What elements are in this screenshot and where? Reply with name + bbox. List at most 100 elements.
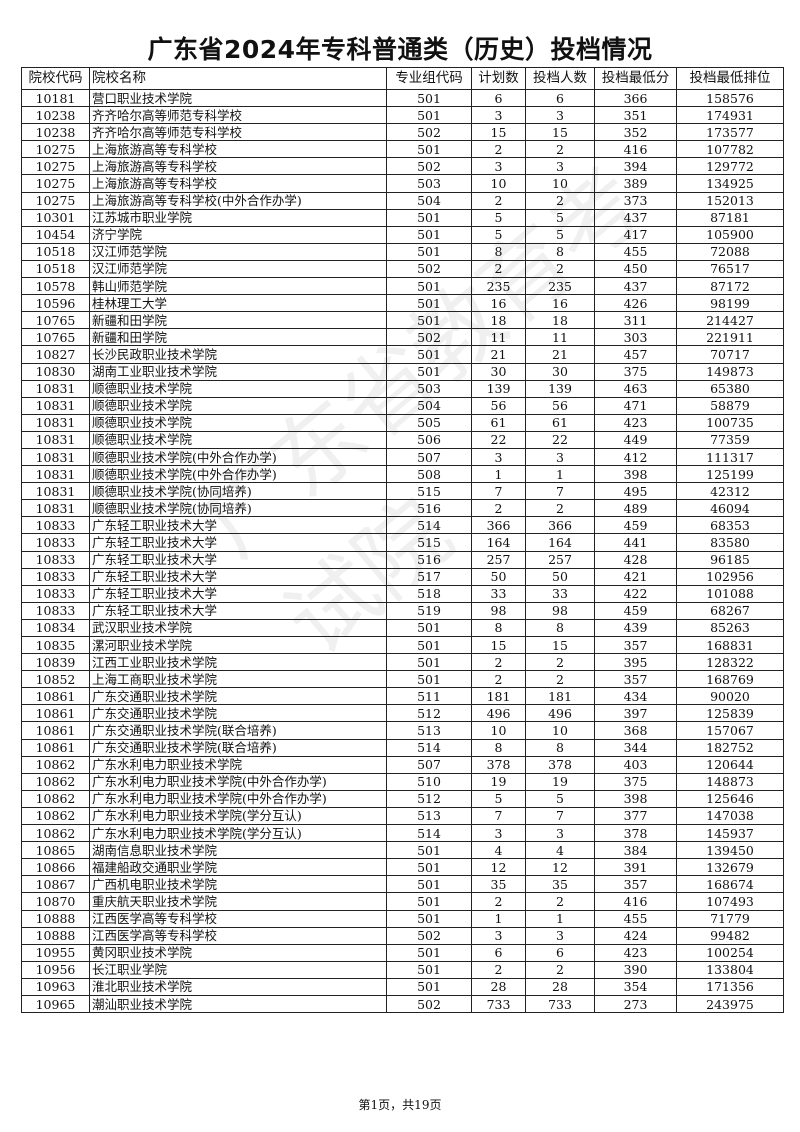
cell-plan-count: 30 <box>471 362 526 381</box>
cell-min-score: 422 <box>594 584 677 603</box>
cell-min-score: 437 <box>594 277 677 296</box>
cell-plan-count: 2 <box>471 892 526 911</box>
cell-plan-count: 15 <box>471 123 526 142</box>
cell-school-name: 汉江师范学院 <box>89 242 387 261</box>
table-row: 10454 济宁学院 501 5 5 417 105900 <box>21 225 784 244</box>
cell-school-name: 齐齐哈尔高等师范专科学校 <box>89 106 387 125</box>
cell-school-code: 10831 <box>21 413 90 432</box>
cell-group-code: 507 <box>386 447 472 467</box>
table-row: 10862 广东水利电力职业技术学院(中外合作办学) 512 5 5 398 125646 <box>21 789 784 808</box>
table-row: 10963 淮北职业技术学院 501 28 28 354 171356 <box>21 977 784 996</box>
table-row: 10833 广东轻工职业技术大学 514 366 366 459 68353 <box>21 516 784 535</box>
cell-school-name: 湖南工业职业技术学院 <box>89 362 387 381</box>
cell-school-name: 广东轻工职业技术大学 <box>89 516 387 535</box>
cell-school-name: 广东交通职业技术学院(联合培养) <box>89 721 387 740</box>
table-row: 10301 江苏城市职业学院 501 5 5 437 87181 <box>21 208 784 227</box>
table-row: 10830 湖南工业职业技术学院 501 30 30 375 149873 <box>21 362 784 381</box>
cell-school-code: 10839 <box>21 653 90 672</box>
cell-min-score: 384 <box>594 841 677 860</box>
cell-min-score: 357 <box>594 635 677 655</box>
cell-plan-count: 235 <box>471 277 526 296</box>
cell-school-name: 顺德职业技术学院(中外合作办学) <box>89 465 387 484</box>
cell-plan-count: 2 <box>471 670 526 689</box>
cell-school-code: 10862 <box>21 789 90 808</box>
cell-min-score: 450 <box>594 259 677 279</box>
cell-school-code: 10865 <box>21 841 90 860</box>
cell-school-name: 顺德职业技术学院 <box>89 396 387 415</box>
cell-group-code: 519 <box>386 601 472 620</box>
table-row: 10765 新疆和田学院 501 18 18 311 214427 <box>21 311 784 330</box>
cell-admitted-count: 10 <box>525 174 595 193</box>
cell-school-code: 10827 <box>21 345 90 364</box>
cell-school-name: 济宁学院 <box>89 225 387 244</box>
cell-school-name: 淮北职业技术学院 <box>89 977 387 996</box>
cell-min-rank: 46094 <box>676 499 784 518</box>
cell-min-rank: 139450 <box>676 841 784 860</box>
table-row: 10839 江西工业职业技术学院 501 2 2 395 128322 <box>21 653 784 672</box>
table-row: 10238 齐齐哈尔高等师范专科学校 501 3 3 351 174931 <box>21 106 784 125</box>
table-row: 10862 广东水利电力职业技术学院 507 378 378 403 120644 <box>21 755 784 774</box>
cell-school-code: 10861 <box>21 738 90 757</box>
cell-min-rank: 100735 <box>676 413 784 432</box>
cell-admitted-count: 257 <box>525 550 595 569</box>
cell-min-rank: 125199 <box>676 465 784 484</box>
table-row: 10831 顺德职业技术学院(协同培养) 516 2 2 489 46094 <box>21 499 784 518</box>
cell-group-code: 516 <box>386 550 472 569</box>
cell-min-rank: 105900 <box>676 225 784 244</box>
cell-group-code: 501 <box>386 225 472 244</box>
cell-min-score: 457 <box>594 345 677 364</box>
table-row: 10275 上海旅游高等专科学校 501 2 2 416 107782 <box>21 140 784 159</box>
cell-plan-count: 366 <box>471 516 526 535</box>
table-row: 10596 桂林理工大学 501 16 16 426 98199 <box>21 294 784 313</box>
cell-plan-count: 5 <box>471 208 526 227</box>
cell-group-code: 512 <box>386 789 472 808</box>
cell-school-code: 10238 <box>21 123 90 142</box>
cell-group-code: 501 <box>386 294 472 313</box>
cell-school-code: 10888 <box>21 909 90 928</box>
cell-school-code: 10275 <box>21 140 90 159</box>
cell-min-score: 439 <box>594 618 677 638</box>
cell-admitted-count: 12 <box>525 858 595 877</box>
cell-admitted-count: 2 <box>525 499 595 518</box>
cell-plan-count: 19 <box>471 772 526 791</box>
cell-school-name: 上海旅游高等专科学校 <box>89 140 387 159</box>
cell-plan-count: 5 <box>471 225 526 244</box>
cell-school-code: 10831 <box>21 447 90 467</box>
cell-admitted-count: 6 <box>525 88 595 108</box>
cell-group-code: 501 <box>386 140 472 159</box>
cell-admitted-count: 16 <box>525 294 595 313</box>
cell-min-rank: 68353 <box>676 516 784 535</box>
cell-plan-count: 16 <box>471 294 526 313</box>
cell-school-name: 广东交通职业技术学院 <box>89 704 387 723</box>
col-header-school-name: 院校名称 <box>89 67 387 90</box>
cell-admitted-count: 2 <box>525 191 595 210</box>
cell-group-code: 501 <box>386 858 472 877</box>
cell-school-name: 广东交通职业技术学院(联合培养) <box>89 738 387 757</box>
cell-min-rank: 152013 <box>676 191 784 210</box>
cell-min-rank: 158576 <box>676 88 784 108</box>
cell-school-code: 10831 <box>21 465 90 484</box>
table-row: 10518 汉江师范学院 502 2 2 450 76517 <box>21 259 784 279</box>
cell-plan-count: 3 <box>471 157 526 176</box>
cell-plan-count: 21 <box>471 345 526 364</box>
cell-school-name: 广东轻工职业技术大学 <box>89 533 387 552</box>
col-header-plan-count: 计划数 <box>471 67 526 90</box>
cell-school-code: 10862 <box>21 824 90 843</box>
cell-min-score: 471 <box>594 396 677 415</box>
cell-min-score: 311 <box>594 311 677 330</box>
cell-min-score: 416 <box>594 140 677 159</box>
cell-admitted-count: 8 <box>525 242 595 261</box>
cell-school-name: 江西工业职业技术学院 <box>89 653 387 672</box>
cell-group-code: 515 <box>386 482 472 501</box>
cell-school-name: 齐齐哈尔高等师范专科学校 <box>89 123 387 142</box>
cell-min-score: 398 <box>594 789 677 808</box>
cell-school-name: 顺德职业技术学院(中外合作办学) <box>89 447 387 467</box>
cell-min-rank: 182752 <box>676 738 784 757</box>
cell-min-score: 459 <box>594 601 677 620</box>
cell-admitted-count: 164 <box>525 533 595 552</box>
cell-min-score: 434 <box>594 687 677 706</box>
cell-plan-count: 98 <box>471 601 526 620</box>
cell-min-score: 449 <box>594 430 677 449</box>
cell-min-rank: 134925 <box>676 174 784 193</box>
cell-group-code: 516 <box>386 499 472 518</box>
